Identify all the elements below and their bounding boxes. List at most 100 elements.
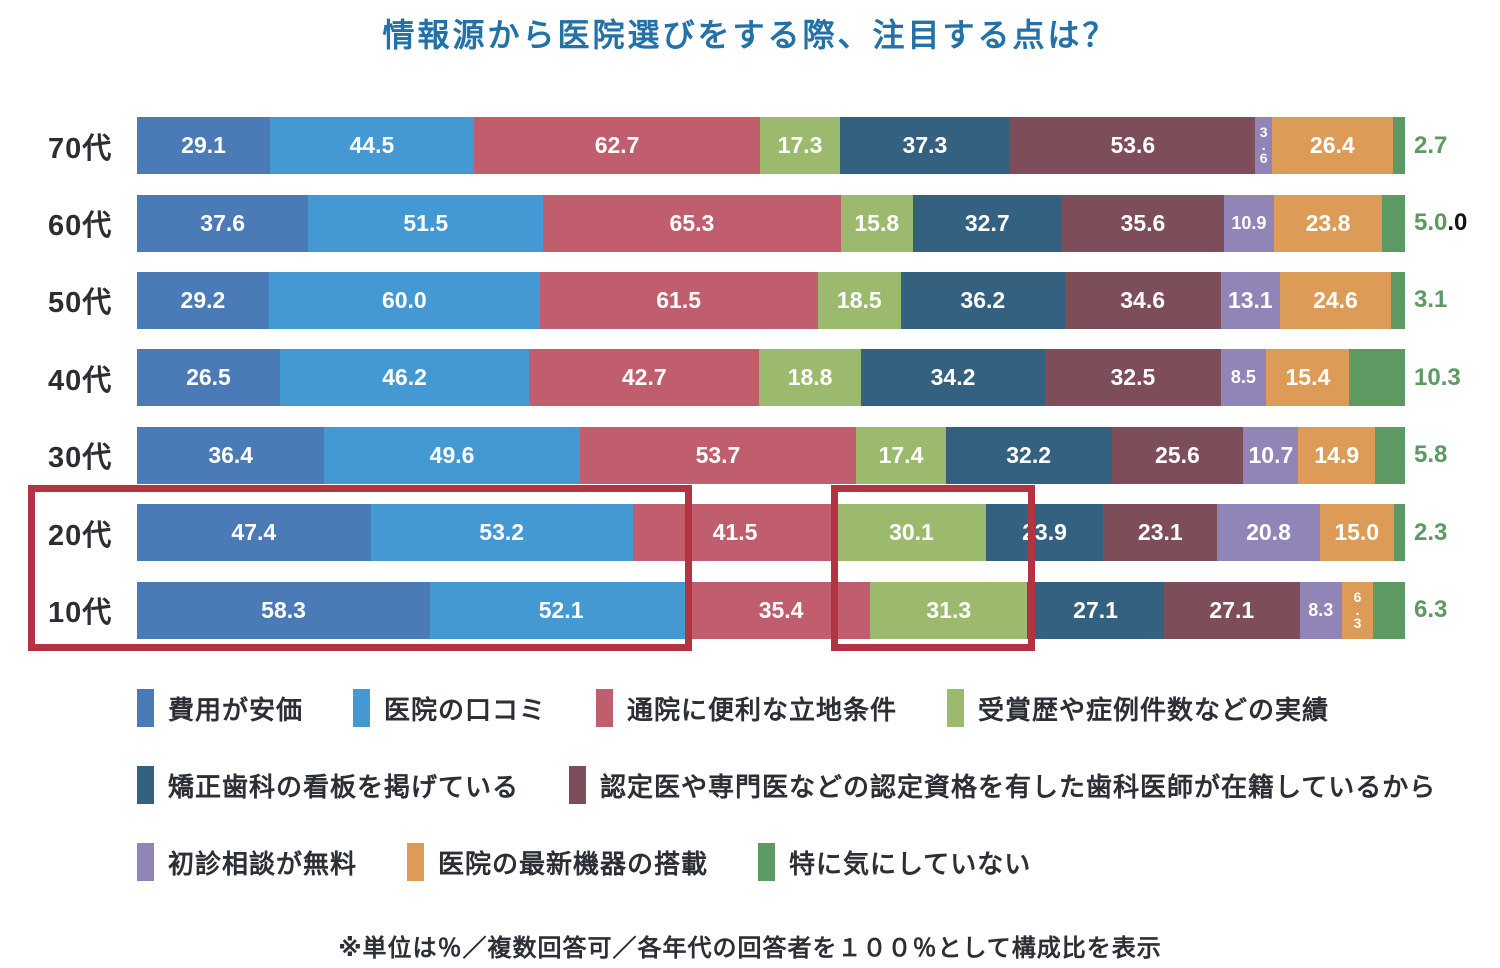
- segment-value-label: 27.1: [1209, 596, 1255, 623]
- segment-value-label: 32.5: [1110, 364, 1156, 391]
- bar-segment: 26.5: [137, 349, 280, 407]
- bar-segment: 65.3: [543, 194, 841, 252]
- segment-value-label: 32.7: [964, 209, 1010, 236]
- bar-segment: 32.7: [912, 194, 1062, 252]
- stray-text: .0: [1447, 209, 1468, 237]
- row-label: 50代: [48, 287, 113, 320]
- bar-segment: 47.4: [137, 504, 371, 562]
- segment-value-label: 60.0: [381, 286, 427, 313]
- legend-item: 費用が安価: [137, 689, 303, 727]
- bar-segment: 23.9: [985, 504, 1104, 562]
- bar-segment: 32.2: [945, 426, 1112, 484]
- bar-segment: 53.2: [370, 504, 633, 562]
- segment-value-label: 32.2: [1006, 441, 1052, 468]
- legend-label: 初診相談が無料: [168, 848, 358, 879]
- chart-row: 30代 36.4 49.6 53.7 17.4 32.2 25.6 10.7 14.9 5.8: [0, 417, 1500, 494]
- footer-note: ※単位は％／複数回答可／各年代の回答者を１００％として構成比を表示: [338, 935, 1162, 962]
- outside-value-label: 5.8: [1414, 441, 1448, 469]
- segment-value-label: 8.5: [1230, 367, 1256, 388]
- segment-value-label: 31.3: [926, 596, 972, 623]
- bar-segment: 26.4: [1271, 117, 1393, 175]
- bar-segment: 36.2: [901, 271, 1065, 329]
- legend-label: 認定医や専門医などの認定資格を有した歯科医師が在籍しているから: [600, 771, 1437, 802]
- chart-row: 20代 47.4 53.2 41.5 30.1 23.9 23.1 20.8 15.0 2.3: [0, 494, 1500, 571]
- chart-row: 10代 58.3 52.1 35.4 31.3 27.1 27.1 8.3 6. 3 6.3: [0, 571, 1500, 648]
- bar-segment: 27.1: [1163, 581, 1300, 639]
- segment-value-label: 23.1: [1137, 519, 1183, 546]
- bar-segment: 37.6: [137, 194, 309, 252]
- legend-label: 費用が安価: [168, 694, 304, 725]
- legend-swatch: [137, 689, 154, 727]
- segment-value-label: 65.3: [669, 209, 715, 236]
- legend: 費用が安価 医院の口コミ 通院に便利な立地条件 受賞歴や症例件数などの実績 矯正歯科の看…: [137, 688, 1467, 919]
- bar-segment: 15.8: [840, 194, 913, 252]
- segment-value-label: 25.6: [1155, 441, 1200, 468]
- bar-segment: 6.3: [1341, 581, 1374, 639]
- segment-value-label: 36.2: [960, 286, 1006, 313]
- outside-value-label: 6.3: [1414, 596, 1448, 624]
- bar-segment: 18.5: [817, 271, 902, 329]
- segment-value-label: 36.4: [208, 441, 254, 468]
- segment-value-label: 44.5: [349, 132, 395, 159]
- bar-segment: 51.5: [308, 194, 544, 252]
- bar-segment: [1393, 504, 1405, 562]
- segment-value-label: 10.7: [1248, 441, 1294, 468]
- legend-item: 通院に便利な立地条件: [596, 689, 897, 727]
- segment-value-label: 15.4: [1285, 364, 1331, 391]
- outside-value-label: 10.3: [1414, 363, 1461, 391]
- segment-value-label: 17.3: [777, 132, 823, 159]
- segment-value-label: 24.6: [1313, 286, 1358, 313]
- bar-segment: 37.3: [839, 117, 1011, 175]
- legend-row: 初診相談が無料 医院の最新機器の搭載 特に気にしていない: [137, 842, 1467, 882]
- bar-segment: 23.8: [1273, 194, 1383, 252]
- segment-value-label: 58.3: [261, 596, 306, 623]
- segment-value-label: 42.7: [621, 364, 667, 391]
- segment-value-label: 15.8: [854, 209, 900, 236]
- legend-swatch: [947, 689, 965, 727]
- bar-segment: [1392, 117, 1406, 175]
- legend-item: 医院の口コミ: [353, 689, 546, 727]
- bar-segment: 44.5: [270, 117, 474, 175]
- bar-segment: 10.9: [1224, 194, 1274, 252]
- bar-segment: 17.3: [760, 117, 840, 175]
- segment-value-label: 37.3: [902, 132, 948, 159]
- legend-swatch: [137, 843, 154, 881]
- segment-value-label: 8.3: [1308, 599, 1334, 620]
- bar-segment: 35.6: [1061, 194, 1225, 252]
- segment-value-label: 34.6: [1120, 286, 1166, 313]
- bar-segment: 24.6: [1279, 271, 1391, 329]
- bar-segment: 17.4: [856, 426, 946, 484]
- bar-segment: 29.1: [137, 117, 271, 175]
- row-label: 70代: [48, 132, 113, 165]
- chart-row: 70代 29.1 44.5 62.7 17.3 37.3 53.6 3. 6 26.4 2.7: [0, 107, 1500, 184]
- row-label: 20代: [48, 519, 113, 552]
- stacked-bar: 29.2 60.0 61.5 18.5 36.2 34.6 13.1 24.6: [137, 271, 1405, 329]
- bar-segment: 62.7: [473, 117, 761, 175]
- bar-segment: 34.6: [1064, 271, 1221, 329]
- segment-value-label: 26.5: [186, 364, 231, 391]
- bar-segment: 25.6: [1111, 426, 1244, 484]
- legend-item: 受賞歴や症例件数などの実績: [947, 689, 1329, 727]
- chart-title: 情報源から医院選びをする際、注目する点は？: [382, 17, 1118, 53]
- segment-value-label: 35.6: [1120, 209, 1166, 236]
- legend-item: 医院の最新機器の搭載: [407, 843, 708, 881]
- segment-value-label: 18.5: [836, 286, 882, 313]
- segment-value-label: 13.1: [1227, 286, 1273, 313]
- row-label: 30代: [48, 442, 113, 475]
- legend-swatch: [353, 689, 371, 727]
- legend-item: 特に気にしていない: [758, 843, 1031, 881]
- bar-segment: 20.8: [1217, 504, 1320, 562]
- bar-segment: 8.3: [1299, 581, 1342, 639]
- bar-segment: 42.7: [529, 349, 760, 407]
- segment-value-label: 46.2: [382, 364, 427, 391]
- bar-segment: 52.1: [430, 581, 693, 639]
- segment-value-label: 53.7: [695, 441, 741, 468]
- bar-segment: [1375, 426, 1405, 484]
- segment-value-label: 15.0: [1334, 519, 1380, 546]
- bar-segment: 35.4: [692, 581, 871, 639]
- outside-value-label: 2.7: [1414, 131, 1448, 159]
- bar-segment: [1382, 194, 1406, 252]
- segment-value-label: 51.5: [403, 209, 449, 236]
- bar-segment: 53.6: [1010, 117, 1256, 175]
